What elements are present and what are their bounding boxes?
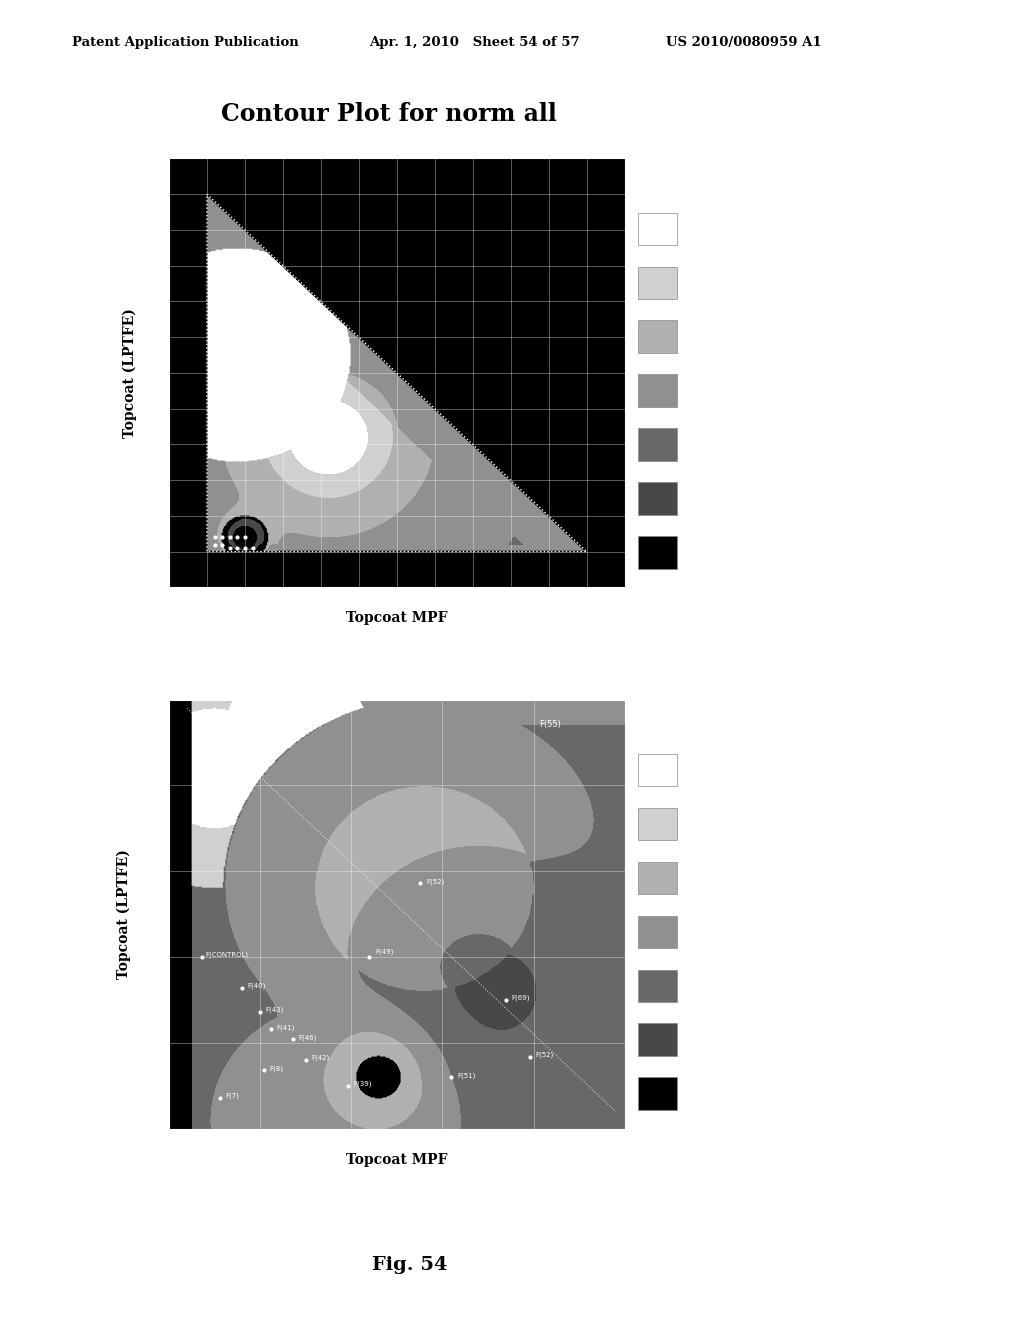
Bar (638, 969, 677, 1002)
Text: F(8): F(8) (269, 1065, 284, 1072)
Text: Contour Plot for norm all: Contour Plot for norm all (221, 103, 557, 127)
Text: Fig. 54: Fig. 54 (372, 1255, 447, 1274)
Text: F(49): F(49) (375, 949, 393, 956)
Y-axis label: Topcoat (LPTFE): Topcoat (LPTFE) (117, 849, 131, 979)
Text: F(42): F(42) (311, 1055, 330, 1061)
Text: > 0.750: > 0.750 (685, 1089, 729, 1098)
Text: F(41): F(41) (276, 1024, 295, 1031)
Bar (638, 482, 677, 515)
Text: <= 0.600: <= 0.600 (685, 873, 738, 883)
Text: <= 0.750: <= 0.750 (685, 494, 739, 503)
Bar (638, 428, 677, 461)
Text: F(52): F(52) (536, 1052, 554, 1059)
Bar (638, 321, 677, 352)
Text: US 2010/0080959 A1: US 2010/0080959 A1 (666, 36, 821, 49)
Bar (638, 754, 677, 787)
Bar (638, 213, 677, 246)
Text: norm all: norm all (641, 713, 695, 726)
Bar (638, 862, 677, 894)
Text: F(51): F(51) (457, 1072, 475, 1078)
Text: F(55): F(55) (539, 721, 561, 729)
X-axis label: Topcoat MPF: Topcoat MPF (346, 611, 447, 624)
Text: F(52): F(52) (426, 878, 444, 884)
Bar (638, 375, 677, 407)
Text: <= 0.750: <= 0.750 (685, 1035, 739, 1044)
Text: F(CONTROL): F(CONTROL) (206, 952, 249, 958)
Text: Patent Application Publication: Patent Application Publication (72, 36, 298, 49)
Text: <= 0.550: <= 0.550 (685, 277, 738, 288)
Bar (638, 1023, 677, 1056)
Text: <= 0.600: <= 0.600 (685, 331, 738, 342)
Text: norm all: norm all (641, 172, 695, 185)
Bar (638, 536, 677, 569)
Text: <= 0.700: <= 0.700 (685, 440, 739, 450)
Bar (638, 916, 677, 948)
Text: F(69): F(69) (512, 995, 530, 1002)
Bar (638, 1077, 677, 1110)
X-axis label: Topcoat MPF: Topcoat MPF (346, 1154, 447, 1167)
Y-axis label: Topcoat (LPTFE): Topcoat (LPTFE) (122, 308, 137, 438)
Text: F(7): F(7) (225, 1093, 240, 1100)
Text: Apr. 1, 2010   Sheet 54 of 57: Apr. 1, 2010 Sheet 54 of 57 (369, 36, 580, 49)
Text: F(43): F(43) (265, 1007, 284, 1014)
Text: <= 0.650: <= 0.650 (685, 927, 738, 937)
Text: F(39): F(39) (353, 1081, 372, 1088)
Text: > 0.750: > 0.750 (685, 548, 729, 557)
Bar (638, 808, 677, 840)
Bar (638, 267, 677, 298)
Text: F(40): F(40) (248, 983, 265, 990)
Text: <= 0.500: <= 0.500 (685, 766, 738, 775)
Text: F(46): F(46) (298, 1035, 316, 1041)
Text: <= 0.650: <= 0.650 (685, 385, 738, 396)
Text: <= 0.700: <= 0.700 (685, 981, 739, 991)
Text: <= 0.500: <= 0.500 (685, 224, 738, 234)
Text: <= 0.550: <= 0.550 (685, 818, 738, 829)
